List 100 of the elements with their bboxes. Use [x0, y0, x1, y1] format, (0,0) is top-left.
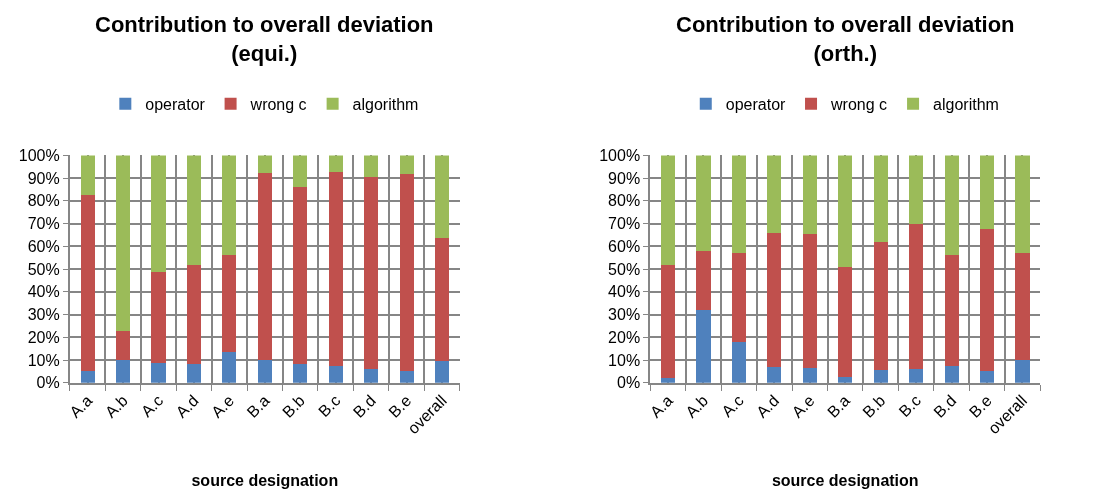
bar	[151, 363, 166, 383]
bar	[222, 351, 237, 383]
bar	[1015, 360, 1030, 383]
y-tick-label: 80%	[27, 192, 60, 210]
x-tick-label: B.d	[349, 391, 379, 421]
bar	[257, 155, 272, 174]
x-axis-title: source designation	[771, 472, 919, 489]
y-tick-label: 20%	[608, 328, 641, 346]
x-tick-label: B.e	[385, 391, 415, 421]
bar	[802, 233, 817, 368]
bar	[767, 233, 782, 368]
bar	[838, 267, 853, 378]
x-tick-label: B.b	[279, 391, 309, 421]
bar	[1015, 253, 1030, 361]
y-tick-label: 100%	[18, 146, 60, 164]
x-tick-label: A.e	[208, 391, 238, 421]
bar	[979, 228, 995, 371]
bar	[293, 363, 308, 383]
bar	[696, 155, 711, 251]
y-tick-label: 0%	[36, 374, 60, 392]
y-tick-label: 40%	[27, 283, 60, 301]
bar	[364, 368, 379, 383]
legend-label: operator	[725, 95, 787, 113]
bar	[660, 155, 676, 266]
x-tick-label: A.d	[753, 391, 783, 421]
legend-label: operator	[145, 95, 206, 113]
bar	[80, 371, 95, 383]
bar	[257, 360, 272, 383]
bar	[328, 155, 343, 172]
bar	[979, 155, 995, 229]
bar	[873, 155, 888, 243]
x-tick-label: A.c	[137, 391, 167, 421]
bar	[115, 330, 131, 361]
bar	[802, 367, 817, 383]
bar	[909, 223, 924, 370]
legend-label: wrong c	[249, 95, 307, 113]
chart-title: Contribution to overall deviation (equi.)	[95, 12, 434, 66]
bar	[364, 177, 379, 369]
y-tick-label: 80%	[608, 192, 641, 210]
bar	[186, 363, 202, 383]
legend-label: wrong c	[830, 95, 888, 113]
bar	[767, 155, 782, 234]
y-tick-label: 40%	[608, 283, 641, 301]
bar	[186, 155, 202, 266]
y-tick-label: 10%	[608, 351, 641, 369]
bar	[944, 155, 959, 255]
legend-label: algorithm	[933, 95, 999, 113]
y-tick-label: 70%	[608, 215, 641, 233]
y-tick-label: 0%	[617, 374, 641, 392]
bar	[434, 155, 450, 239]
bar	[434, 361, 450, 383]
y-tick-label: 30%	[608, 306, 641, 324]
bar	[115, 360, 131, 383]
x-tick-label: A.c	[718, 391, 747, 421]
bar	[80, 195, 95, 372]
bar	[731, 252, 747, 343]
y-tick-label: 90%	[608, 169, 641, 187]
legend-label: algorithm	[352, 95, 419, 113]
x-axis-title: source designation	[191, 472, 339, 489]
x-tick-label: A.b	[101, 391, 131, 421]
y-tick-label: 20%	[27, 328, 60, 346]
bar	[328, 171, 343, 366]
y-tick-label: 100%	[599, 146, 641, 164]
bar	[944, 365, 959, 383]
bar	[293, 186, 308, 364]
x-tick-label: A.d	[172, 391, 202, 421]
bar	[944, 254, 959, 366]
bar	[1015, 155, 1030, 254]
x-tick-label: B.d	[930, 391, 960, 421]
x-tick-label: B.a	[824, 391, 854, 421]
bar	[767, 367, 782, 383]
bar	[186, 265, 202, 364]
bar	[293, 155, 308, 187]
bar	[696, 250, 711, 310]
bar	[838, 155, 853, 268]
bar	[731, 342, 747, 383]
bar	[399, 173, 414, 371]
y-tick-label: 90%	[27, 169, 60, 187]
bar	[151, 155, 166, 272]
y-tick-label: 70%	[27, 215, 60, 233]
x-tick-label: B.a	[243, 391, 273, 421]
bar	[257, 173, 272, 361]
x-tick-label: B.e	[965, 391, 995, 421]
y-tick-label: 30%	[27, 306, 60, 324]
x-tick-label: B.c	[315, 391, 344, 421]
bar	[873, 369, 888, 383]
bar	[802, 155, 817, 234]
x-tick-label: B.c	[895, 391, 924, 421]
bar	[222, 255, 237, 352]
bar	[222, 155, 237, 256]
y-tick-label: 60%	[608, 237, 641, 255]
bar	[731, 155, 747, 253]
chart-title: Contribution to overall deviation (orth.)	[676, 12, 1015, 66]
y-tick-label: 10%	[27, 351, 60, 369]
bar	[80, 155, 95, 196]
y-tick-label: 50%	[608, 260, 641, 278]
y-tick-label: 60%	[27, 237, 60, 255]
bar	[399, 155, 414, 174]
bar	[151, 271, 166, 364]
bar	[115, 155, 131, 331]
